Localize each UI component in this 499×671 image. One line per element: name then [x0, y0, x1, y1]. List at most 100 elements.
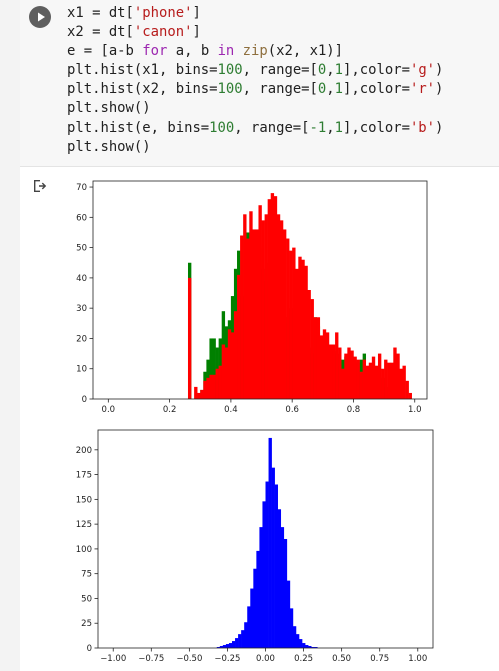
histogram-bar: [216, 647, 221, 648]
run-cell-button[interactable]: [29, 6, 51, 28]
code-token: ]: [192, 24, 201, 41]
histogram-bar: [384, 359, 388, 399]
x-tick-label: −0.75: [138, 654, 164, 664]
code-token: (x2, x1)]: [267, 43, 344, 60]
histogram-bar: [262, 501, 266, 648]
y-tick-label: 30: [76, 304, 87, 314]
code-token: -1: [309, 119, 327, 136]
histogram-bar: [307, 290, 311, 399]
x-tick-label: 0.75: [370, 654, 389, 664]
x-tick-label: −0.50: [176, 654, 202, 664]
histogram-bar: [274, 484, 278, 648]
y-tick-label: 50: [81, 594, 92, 604]
code-token: plt.show(): [67, 100, 151, 117]
play-circle-icon: [38, 12, 45, 22]
code-token: 1: [334, 119, 344, 136]
histogram-bar: [304, 265, 308, 399]
code-token: ): [435, 81, 444, 98]
code-token: plt.hist(x2, bins=: [67, 81, 218, 98]
code-token: ,: [326, 62, 335, 79]
histogram-bar: [302, 643, 306, 648]
histogram-bar: [244, 622, 248, 648]
code-token: ],color=: [343, 119, 410, 136]
x-tick-label: 1.0: [408, 405, 422, 415]
code-token: for: [142, 43, 168, 60]
histogram-bar: [280, 527, 285, 648]
code-token: 100: [217, 62, 243, 79]
y-tick-label: 25: [81, 619, 92, 629]
code-line: x1 = dt['phone']: [67, 4, 443, 23]
histogram-bar: [222, 645, 227, 648]
code-token: ): [435, 62, 444, 79]
histogram-bar: [212, 338, 216, 399]
code-line: plt.show(): [67, 99, 443, 118]
code-token: , range=[: [234, 119, 310, 136]
histogram-bar: [289, 608, 294, 648]
histogram-bar: [353, 356, 357, 399]
x-tick-label: 0.6: [285, 405, 299, 415]
x-tick-label: 0.50: [332, 654, 351, 664]
code-token: a, b: [167, 43, 218, 60]
axes-frame: [92, 180, 428, 400]
histogram-bar: [282, 229, 287, 399]
histogram-bar: [187, 277, 192, 399]
histogram-bar: [402, 365, 406, 399]
histogram-bar: [377, 353, 382, 399]
x-tick-label: 0.0: [102, 405, 116, 415]
histogram-bar: [221, 344, 226, 399]
code-token: 'g': [409, 62, 436, 79]
y-tick-label: 0: [87, 644, 92, 654]
code-token: ],color=: [343, 81, 410, 98]
histogram-bar: [243, 214, 247, 399]
x-tick-label: −1.00: [100, 654, 126, 664]
histogram-bar: [298, 256, 302, 399]
code-token: ],color=: [343, 62, 410, 79]
code-token: , range=[: [242, 81, 318, 98]
histogram-bar: [240, 235, 244, 399]
y-tick-label: 0: [82, 395, 87, 405]
histogram-bar: [225, 644, 230, 648]
histogram-bar: [396, 353, 400, 399]
histogram-bar: [241, 630, 245, 648]
code-line: plt.hist(e, bins=100, range=[-1,1],color…: [67, 119, 443, 138]
code-token: 1: [334, 81, 344, 98]
histogram-bar: [252, 229, 256, 399]
output-arrow-icon[interactable]: [32, 178, 48, 194]
histogram-bar: [200, 389, 204, 399]
histogram-bar: [359, 371, 363, 399]
code-token: ]: [192, 5, 201, 21]
y-tick-label: 20: [76, 334, 87, 344]
histogram-bar: [387, 362, 391, 399]
code-token: zip: [242, 43, 268, 60]
histogram-bar: [313, 317, 317, 399]
x-tick-label: 0.4: [224, 405, 238, 415]
histogram-bar: [218, 365, 222, 399]
histogram-bar: [247, 606, 251, 648]
histogram-bar: [219, 646, 224, 648]
histogram-bar: [286, 238, 290, 399]
histogram-bar: [215, 368, 219, 399]
code-token: plt.hist(x1, bins=: [67, 62, 218, 79]
histogram-difference: −1.00 −0.75 −0.50 −0.25 0.00 0.25 0.50 0.75 1.00…: [76, 429, 434, 664]
histogram-bar: [328, 344, 333, 399]
histogram-bar: [238, 634, 242, 648]
y-tick-label: 200: [76, 446, 92, 456]
histogram-bar: [338, 347, 342, 399]
code-editor[interactable]: x1 = dt['phone'] x2 = dt['canon'] e = [a-b…: [67, 4, 443, 157]
histogram-bar: [374, 365, 379, 399]
y-tick-label: 125: [76, 520, 92, 530]
histogram-bar: [237, 274, 241, 399]
histogram-bar: [371, 356, 376, 399]
histogram-bar: [292, 626, 297, 648]
code-token: 0: [317, 62, 327, 79]
y-tick-label: 50: [76, 244, 87, 254]
histogram-bar: [230, 332, 235, 399]
histogram-bar: [283, 539, 288, 648]
code-token: x2 = dt[: [67, 24, 134, 41]
y-tick-label: 10: [76, 365, 87, 375]
histogram-bar: [197, 392, 201, 399]
code-token: e = [a-b: [67, 43, 143, 60]
histogram-bar: [253, 568, 257, 648]
code-cell[interactable]: [20, 0, 499, 167]
